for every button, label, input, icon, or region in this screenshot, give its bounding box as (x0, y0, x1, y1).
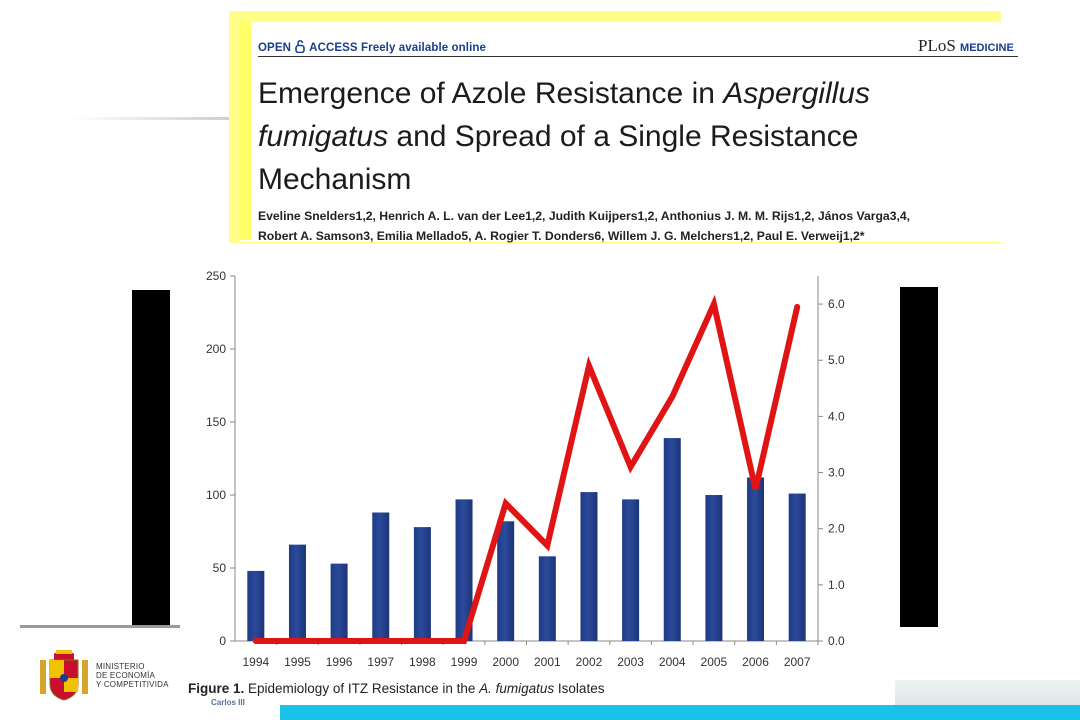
access-text: ACCESS Freely available online (309, 42, 487, 54)
coat-of-arms-icon (40, 650, 88, 701)
logo-divider-line (20, 625, 180, 628)
left-tick-label: 0 (219, 634, 226, 648)
decorative-line (70, 117, 250, 120)
ministry-line-2: DE ECONOMÍA (96, 671, 156, 680)
authors-line-2: Robert A. Samson3, Emilia Mellado5, A. R… (258, 229, 865, 243)
x-tick-label: 1996 (326, 655, 353, 669)
bar (788, 493, 806, 641)
bar (705, 495, 723, 641)
x-tick-label: 1997 (367, 655, 394, 669)
x-tick-label: 2007 (784, 655, 811, 669)
x-tick-label: 2005 (701, 655, 728, 669)
title-italic-1: Aspergillus (723, 77, 870, 110)
bar (580, 492, 598, 641)
authors-line-1: Eveline Snelders1,2, Henrich A. L. van d… (258, 209, 911, 223)
right-tick-label: 5.0 (828, 353, 845, 367)
journal-logo: PLoS MEDICINE (918, 36, 1014, 56)
article-authors: Eveline Snelders1,2, Henrich A. L. van d… (258, 206, 1018, 246)
x-tick-label: 2001 (534, 655, 561, 669)
highlight-strip (239, 22, 251, 240)
resistance-line (252, 294, 801, 644)
left-tick-label: 150 (206, 415, 226, 429)
right-tick-label: 3.0 (828, 466, 845, 480)
bar (288, 544, 306, 641)
title-italic-2: fumigatus (258, 120, 389, 153)
x-tick-label: 2004 (659, 655, 686, 669)
bar (455, 499, 473, 641)
caption-text-1: Epidemiology of ITZ Resistance in the (244, 681, 480, 696)
title-text-2: and Spread of a Single Resistance Mechan… (258, 120, 859, 196)
journal-plos: PLoS (918, 36, 956, 55)
bar (538, 556, 556, 641)
x-tick-label: 1995 (284, 655, 311, 669)
x-tick-label: 1994 (242, 655, 269, 669)
open-access-label: OPEN (258, 42, 291, 54)
left-tick-label: 50 (213, 561, 227, 575)
caption-text-2: Isolates (554, 681, 605, 696)
black-bar-right (900, 287, 938, 627)
left-tick-label: 100 (206, 488, 226, 502)
right-tick-label: 1.0 (828, 578, 845, 592)
ministry-line-1: MINISTERIO (96, 662, 145, 671)
header-rule (258, 56, 1018, 57)
bar (247, 570, 265, 641)
right-tick-label: 2.0 (828, 522, 845, 536)
bar (663, 438, 681, 641)
x-tick-label: 1999 (451, 655, 478, 669)
institute-name: Carlos III (211, 698, 245, 707)
bottom-cyan-band (280, 705, 1080, 720)
article-header (239, 22, 1005, 242)
right-tick-label: 4.0 (828, 409, 845, 423)
caption-label: Figure 1. (188, 681, 245, 696)
open-access-badge: OPEN ACCESS Freely available online (258, 40, 486, 54)
left-tick-label: 250 (206, 269, 226, 283)
ministry-name: MINISTERIO DE ECONOMÍA Y COMPETITIVIDA (96, 662, 169, 689)
right-tick-label: 6.0 (828, 297, 845, 311)
bar (330, 563, 348, 641)
itz-resistance-chart: 0 50 100 150 200 250 0.0 1.0 2.0 3.0 4.0 5.0 6.0 1994… (206, 269, 845, 669)
article-title: Emergence of Azole Resistance in Aspergi… (258, 72, 988, 201)
title-text-1: Emergence of Azole Resistance in (258, 77, 724, 110)
bar (622, 499, 640, 641)
right-tick-label: 0.0 (828, 634, 845, 648)
journal-medicine: MEDICINE (960, 42, 1014, 54)
x-tick-label: 2006 (742, 655, 769, 669)
x-tick-label: 2002 (576, 655, 603, 669)
bar (497, 521, 515, 641)
ministry-line-3: Y COMPETITIVIDA (96, 680, 169, 689)
x-tick-label: 2003 (617, 655, 644, 669)
left-tick-label: 200 (206, 342, 226, 356)
bar (747, 477, 765, 641)
bar (372, 512, 390, 641)
open-lock-icon (295, 40, 306, 54)
caption-italic: A. fumigatus (479, 681, 555, 696)
black-bar-left (132, 290, 170, 625)
x-tick-label: 1998 (409, 655, 436, 669)
figure-caption: Figure 1. Epidemiology of ITZ Resistance… (188, 681, 604, 696)
bar (413, 527, 431, 641)
bottom-grey-block (895, 680, 1080, 705)
x-tick-label: 2000 (492, 655, 519, 669)
